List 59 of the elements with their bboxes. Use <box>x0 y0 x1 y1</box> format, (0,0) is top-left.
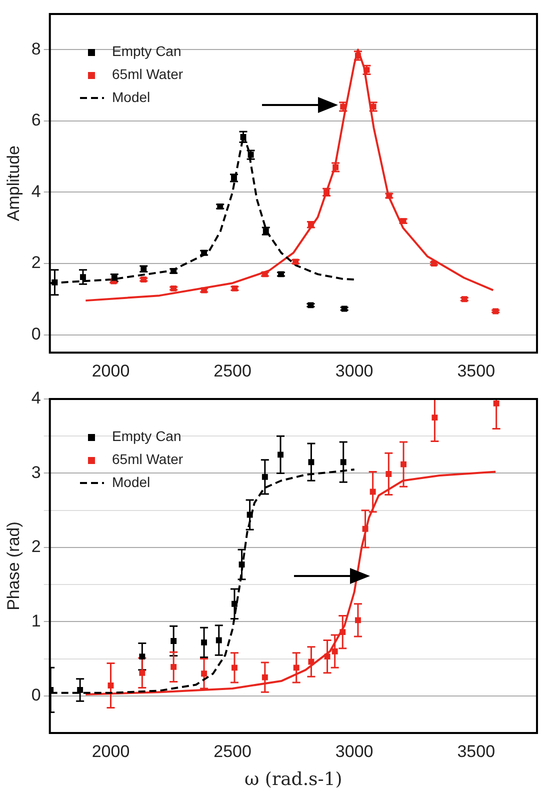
point <box>362 526 368 532</box>
point <box>139 654 146 660</box>
point <box>201 670 208 677</box>
point <box>80 274 86 280</box>
x-tick-label: 3000 <box>335 742 374 761</box>
x-tick-label: 3500 <box>457 742 496 761</box>
y-tick-label: 0 <box>31 324 41 344</box>
point <box>308 658 314 665</box>
point <box>370 488 376 495</box>
x-tick-label: 2000 <box>92 361 130 380</box>
y-axis-title: Amplitude <box>4 145 23 222</box>
y-tick-label: 2 <box>31 537 41 556</box>
legend-label: Empty Can <box>112 42 182 61</box>
point <box>355 617 361 624</box>
legend-label: 65ml Water <box>112 65 184 84</box>
x-axis-title: ω (rad.s-1) <box>244 768 342 790</box>
point <box>340 629 346 636</box>
point <box>139 670 146 676</box>
x-tick-label: 3000 <box>335 361 374 380</box>
point <box>170 664 177 670</box>
point <box>324 654 330 660</box>
y-tick-label: 6 <box>31 110 41 130</box>
point <box>232 664 238 671</box>
point <box>238 562 245 568</box>
point <box>332 648 338 654</box>
point <box>77 686 84 693</box>
legend-label: Model <box>112 473 150 492</box>
y-tick-label: 3 <box>31 462 41 482</box>
y-axis-title: Phase (rad) <box>4 522 23 610</box>
point <box>308 459 314 466</box>
legend-label: Empty Can <box>112 427 182 446</box>
point <box>216 637 222 644</box>
point <box>293 664 300 671</box>
point <box>170 638 177 644</box>
point <box>108 682 114 688</box>
point <box>432 414 438 421</box>
x-tick-label: 3500 <box>457 361 496 380</box>
point <box>262 674 268 680</box>
point <box>278 452 284 458</box>
legend-label: 65ml Water <box>112 450 184 469</box>
y-tick-label: 2 <box>31 253 41 272</box>
point <box>52 279 58 286</box>
legend-label: Model <box>112 88 150 107</box>
point <box>340 459 346 466</box>
point <box>386 470 392 477</box>
point <box>493 400 500 406</box>
y-tick-label: 4 <box>31 388 41 408</box>
y-tick-label: 8 <box>31 39 41 58</box>
point <box>246 512 253 518</box>
y-tick-label: 1 <box>31 611 41 630</box>
x-tick-label: 2000 <box>92 742 130 761</box>
y-tick-label: 0 <box>31 686 41 705</box>
x-tick-label: 2500 <box>214 742 252 761</box>
point <box>400 461 406 468</box>
point <box>201 639 208 646</box>
point <box>262 474 268 480</box>
point <box>232 600 238 607</box>
y-tick-label: 4 <box>31 182 41 201</box>
x-tick-label: 2500 <box>214 361 252 380</box>
